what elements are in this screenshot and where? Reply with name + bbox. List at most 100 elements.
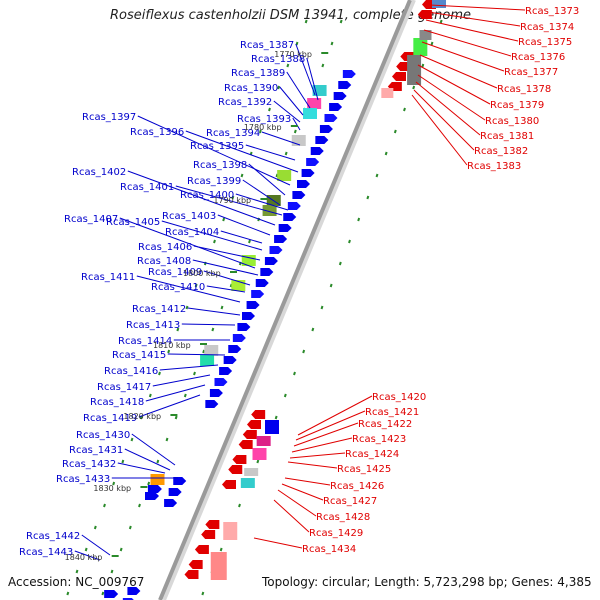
reverse-leader [293,422,359,447]
forward-gene-label: Rcas_1406 [138,242,192,253]
forward-gene-block [204,345,219,356]
topology-text: Topology: circular; Length: 5,723,298 bp… [262,575,592,589]
forward-gene-arrow [297,180,310,188]
ruler-label: 1810 kbp [153,341,191,350]
dotted-guides [66,19,443,596]
reverse-leader [297,395,373,436]
forward-gene-label: Rcas_1390 [224,83,278,94]
reverse-leader [277,489,317,517]
reverse-gene-arrow [396,62,411,71]
outer-dot [304,19,308,24]
reverse-gene-arrow [247,420,261,429]
reverse-gene-arrow [392,72,406,81]
forward-gene-arrow [315,136,329,144]
reverse-gene-arrow [228,465,243,474]
forward-gene-arrow [147,485,162,493]
forward-gene-block [307,98,322,109]
reverse-gene-block [432,0,446,8]
inner-dot [248,239,251,244]
reverse-gene-block [419,30,432,40]
forward-gene-arrow [232,334,246,342]
inner-dot [119,547,123,552]
reverse-gene-arrow [222,480,236,489]
rev-dot [238,503,241,508]
reverse-gene-label: Rcas_1426 [330,481,384,492]
reverse-gene-block [265,420,279,434]
forward-leader [181,323,236,326]
rev-dot [201,591,205,596]
inner-dot [321,63,325,68]
forward-leader [119,217,256,269]
reverse-gene-label: Rcas_1383 [467,161,521,172]
outer-dot [176,327,180,332]
rev-dot [283,393,287,398]
gene-labels: Rcas_1387 Rcas_1388 Rcas_1389 Rcas_1390 Rcas… [19,6,579,558]
forward-gene-arrow [214,378,228,386]
rev-dot [274,415,278,420]
forward-gene-arrow [145,492,159,500]
forward-gene-arrow [173,477,187,485]
reverse-gene-label: Rcas_1424 [345,449,399,460]
reverse-gene-label: Rcas_1382 [474,146,528,157]
inner-dot [183,393,187,398]
forward-leader [152,374,211,387]
gene-features [104,0,446,600]
forward-gene-label: Rcas_1400 [180,190,234,201]
rev-dot [430,41,434,46]
reverse-gene-block [223,522,238,540]
reverse-leader [253,537,303,549]
forward-leader [145,384,206,402]
rev-dot [302,349,306,354]
rev-dot [421,63,425,68]
forward-gene-block [241,255,256,266]
reverse-leader [421,41,505,72]
forward-gene-label: Rcas_1398 [193,160,247,171]
forward-gene-label: Rcas_1411 [81,272,135,283]
forward-gene-arrow [255,279,269,287]
forward-gene-arrow [264,257,278,265]
forward-gene-label: Rcas_1412 [132,304,186,315]
reverse-gene-block [407,55,422,85]
reverse-gene-block [381,88,394,98]
inner-dot [165,437,169,442]
reverse-gene-arrow [184,570,199,579]
ruler-label: 1800 kbp [183,269,221,278]
reverse-gene-arrow [205,520,220,529]
outer-dot [75,569,79,574]
forward-leader [136,275,241,303]
label-leaders [74,4,526,561]
reverse-gene-label: Rcas_1434 [302,544,356,555]
forward-leader [245,144,296,161]
outer-dot [213,239,216,244]
forward-gene-arrow [209,389,223,397]
genome-backbone [158,0,416,600]
forward-gene-label: Rcas_1403 [162,211,216,222]
outer-dot [84,547,88,552]
rev-dot [293,371,296,376]
reverse-leader [417,64,491,105]
reverse-leader [427,11,521,27]
inner-dot [293,129,297,134]
outer-dot [121,459,125,464]
forward-gene-block [312,85,327,96]
reverse-gene-arrow [238,440,253,449]
forward-leader [193,245,261,261]
forward-gene-label: Rcas_1409 [148,267,202,278]
reverse-leader [415,81,481,136]
forward-gene-arrow [228,345,242,353]
reverse-gene-block [210,552,227,580]
forward-gene-label: Rcas_1394 [206,128,260,139]
reverse-leader [423,29,512,57]
forward-gene-arrow [287,202,301,210]
forward-gene-arrow [168,488,182,496]
forward-gene-arrow [319,125,333,133]
outer-dot [158,371,161,376]
forward-gene-arrow [324,114,338,122]
rev-dot [439,19,443,24]
forward-leader [261,131,301,146]
inner-dot [101,591,105,596]
outer-dot [295,41,299,46]
rev-dot [348,239,351,244]
map-title: Roseiflexus castenholzii DSM 13941, comp… [110,8,471,23]
forward-gene-label: Rcas_1388 [251,54,305,65]
